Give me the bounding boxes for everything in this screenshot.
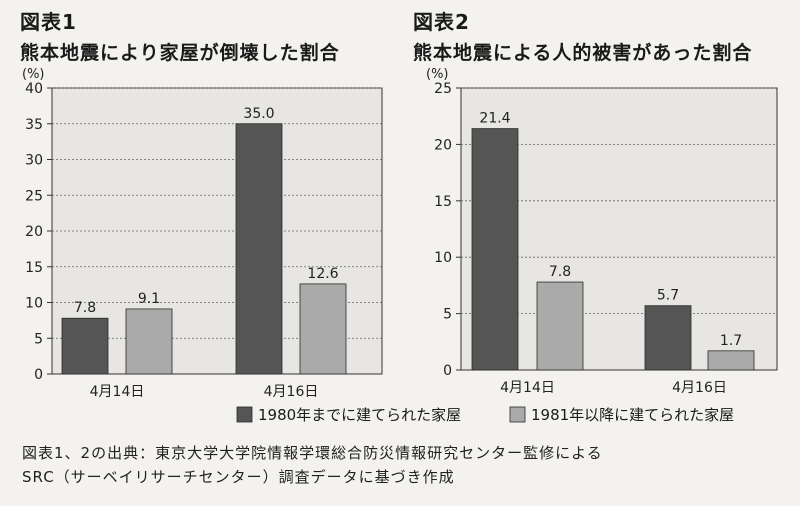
chart1-bar-value-label: 9.1 [138, 291, 160, 307]
legend-label: 1981年以降に建てられた家屋 [531, 406, 734, 424]
chart2-x-category-label: 4月16日 [672, 380, 727, 396]
legend-label: 1980年までに建てられた家屋 [258, 406, 461, 424]
chart1-bar-value-label: 7.8 [74, 300, 96, 316]
chart1-bar-value-label: 35.0 [243, 106, 274, 122]
chart2-y-tick-label: 0 [443, 363, 452, 379]
chart1-y-unit-label: (%) [22, 67, 45, 82]
source-note-line-2: SRC（サーベイリサーチセンター）調査データに基づき作成 [22, 468, 455, 486]
chart1-x-category-label: 4月14日 [90, 384, 145, 400]
chart2-y-tick-label: 15 [434, 194, 452, 210]
chart2-bar-value-label: 21.4 [479, 111, 510, 127]
chart2-y-tick-label: 10 [434, 250, 452, 266]
chart1-y-tick-label: 20 [25, 224, 43, 240]
chart1-bar [299, 283, 347, 375]
chart2-y-unit-label: (%) [426, 67, 449, 82]
chart1-y-tick-label: 40 [25, 81, 43, 97]
figure-1-title: 熊本地震により家屋が倒壊した割合 [20, 42, 340, 64]
legend-swatch [236, 406, 253, 423]
chart1-x-category-label: 4月16日 [264, 384, 319, 400]
chart1-y-tick-label: 35 [25, 117, 43, 133]
chart2-bar [536, 281, 584, 371]
chart2-bar [707, 350, 755, 371]
chart1-y-tick-label: 5 [34, 331, 43, 347]
chart1-y-tick-label: 10 [25, 296, 43, 312]
figure-2-label: 図表2 [413, 10, 470, 34]
chart2-y-tick-label: 25 [434, 81, 452, 97]
chart1-y-tick-label: 25 [25, 188, 43, 204]
chart2-bar [644, 305, 692, 371]
chart1-y-tick-label: 15 [25, 260, 43, 276]
legend-swatch [509, 406, 526, 423]
chart1-bar-value-label: 12.6 [307, 266, 338, 282]
source-note-line-1: 図表1、2の出典：東京大学大学院情報学環総合防災情報研究センター監修による [22, 444, 603, 462]
figure-1-label: 図表1 [20, 10, 77, 34]
chart1-bar [125, 308, 173, 375]
chart2-bar-value-label: 1.7 [720, 333, 742, 349]
chart1-y-tick-label: 30 [25, 153, 43, 169]
chart2-y-tick-label: 20 [434, 137, 452, 153]
chart1-bar [235, 123, 283, 375]
chart2-bar-value-label: 5.7 [657, 288, 679, 304]
chart2-y-tick-label: 5 [443, 307, 452, 323]
chart2-bar-value-label: 7.8 [549, 264, 571, 280]
chart1-bar [61, 317, 109, 375]
chart2-x-category-label: 4月14日 [500, 380, 555, 396]
chart2-bar [471, 128, 519, 371]
chart1-y-tick-label: 0 [34, 367, 43, 383]
figure-2-title: 熊本地震による人的被害があった割合 [413, 42, 753, 64]
